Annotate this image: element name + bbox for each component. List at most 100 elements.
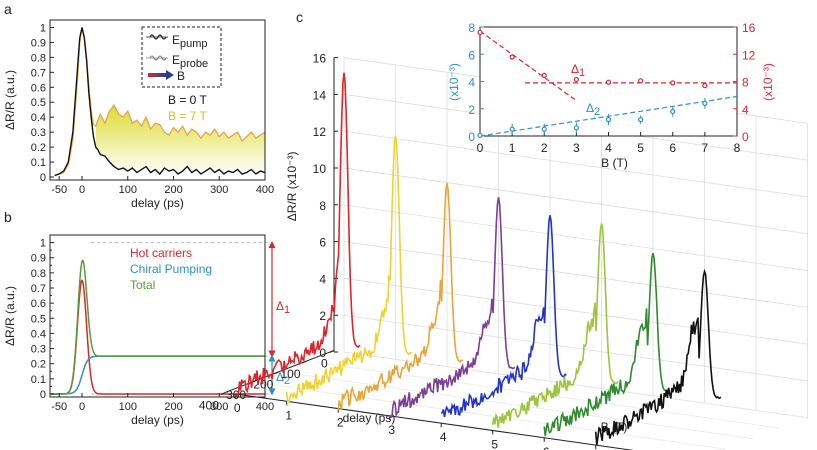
inset-x-tick-label: 6 bbox=[669, 141, 676, 155]
inset-delta2-label: Δ bbox=[586, 101, 594, 115]
delta2-label: Δ bbox=[276, 370, 284, 384]
waterfall-trace-b5 bbox=[491, 223, 619, 428]
b-arrow-icon bbox=[148, 73, 166, 77]
delta2-point bbox=[509, 126, 515, 132]
z-tick-label: 14 bbox=[313, 88, 327, 102]
x-tick-label: 400 bbox=[256, 184, 274, 196]
delta1-label: Δ bbox=[276, 299, 284, 313]
x-tick-label: 300 bbox=[210, 401, 228, 413]
y-axis-label: ΔR/R (a.u.) bbox=[3, 286, 17, 346]
b-tick-label: 2 bbox=[337, 416, 344, 430]
delta1-point bbox=[509, 54, 515, 60]
x-tick-label: 200 bbox=[164, 184, 182, 196]
y-tick-label: 0.6 bbox=[31, 82, 46, 94]
inset-x-tick-label: 1 bbox=[509, 141, 516, 155]
z-tick-label: 8 bbox=[319, 199, 326, 213]
b-arrow-label: B bbox=[177, 69, 185, 83]
delta2-point bbox=[670, 108, 676, 115]
line-series-b7-edge bbox=[95, 104, 266, 142]
y-tick-label: 0.1 bbox=[31, 157, 46, 169]
legend-b0: B = 0 T bbox=[168, 93, 207, 107]
delta1-point bbox=[573, 76, 579, 83]
grid-line bbox=[343, 278, 808, 345]
b-arrowhead-icon bbox=[166, 70, 174, 80]
y-tick-label: 0.4 bbox=[31, 328, 46, 340]
y-tick-label: 0.7 bbox=[31, 283, 46, 295]
y-tick-label: 0.3 bbox=[31, 344, 46, 356]
waterfall-trace-b1 bbox=[285, 135, 412, 404]
line-hot-carriers bbox=[50, 279, 265, 395]
z-axis-label: ΔR/R (x10⁻³) bbox=[285, 152, 299, 222]
y-tick-label: 0.9 bbox=[31, 37, 46, 49]
x-tick-label: -50 bbox=[51, 401, 67, 413]
probe-e-label: E bbox=[172, 53, 180, 67]
z-tick-label: 6 bbox=[319, 236, 326, 250]
grid-line bbox=[343, 314, 808, 382]
grid-line bbox=[343, 130, 808, 198]
waterfall-trace-b6 bbox=[543, 253, 670, 437]
legend-entry: Chiral Pumping bbox=[130, 262, 212, 276]
pump-e-label: E bbox=[172, 33, 180, 47]
waterfall-trace-b7 bbox=[594, 268, 722, 446]
panel-label-a: a bbox=[4, 1, 12, 17]
y-tick-label: 0 bbox=[40, 172, 46, 184]
inset-delta1-label: Δ bbox=[571, 62, 579, 76]
delta2-point bbox=[638, 117, 644, 123]
delta2-point bbox=[541, 126, 547, 132]
legend-entry: Total bbox=[130, 278, 155, 292]
inset-x-axis-label: B (T) bbox=[601, 156, 628, 170]
y-tick-label: 0.9 bbox=[31, 253, 46, 265]
legend-entry: Hot carriers bbox=[130, 246, 192, 260]
waterfall-trace-b0 bbox=[234, 72, 361, 398]
x-tick-label: 400 bbox=[256, 401, 274, 413]
inset-right-tick-label: 16 bbox=[742, 21, 756, 35]
delta1-point bbox=[477, 29, 483, 36]
b-tick-label: 0 bbox=[234, 401, 241, 415]
delta2-subscript: 2 bbox=[284, 375, 290, 387]
delta1-fit-line bbox=[479, 30, 577, 102]
y-tick-label: 0 bbox=[40, 389, 46, 401]
delay-tick bbox=[220, 392, 226, 395]
x-tick-label: 100 bbox=[119, 184, 137, 196]
inset-left-tick-label: 4 bbox=[468, 76, 475, 90]
inset-x-tick-label: 8 bbox=[734, 141, 741, 155]
y-tick-label: 0.6 bbox=[31, 298, 46, 310]
delta1-point bbox=[541, 72, 547, 78]
delay-axis-label: delay (ps) bbox=[343, 411, 396, 425]
inset-right-tick-label: 4 bbox=[742, 103, 749, 117]
panel-label-c: c bbox=[296, 9, 303, 25]
line-total bbox=[50, 259, 265, 395]
inset-left-axis-label: (x10⁻³) bbox=[447, 63, 461, 101]
delay-tick-label: 400 bbox=[199, 399, 219, 413]
waterfall-trace-b2 bbox=[337, 182, 464, 411]
inset-x-tick-label: 3 bbox=[573, 141, 580, 155]
y-tick-label: 0.8 bbox=[31, 52, 46, 64]
inset-left-tick-label: 0 bbox=[468, 130, 475, 144]
z-tick-label: 12 bbox=[313, 125, 327, 139]
plot-frame bbox=[49, 234, 266, 398]
x-tick-label: 0 bbox=[79, 401, 85, 413]
pump-subscript: pump bbox=[180, 38, 208, 50]
delay-tick-label: 0 bbox=[321, 357, 328, 371]
x-tick-label: 100 bbox=[119, 401, 137, 413]
floor-grid-line bbox=[262, 383, 726, 450]
inset-right-tick-label: 0 bbox=[742, 130, 749, 144]
delta1-point bbox=[670, 80, 676, 86]
delay-tick-label: 100 bbox=[280, 367, 300, 381]
y-tick-label: 0.8 bbox=[31, 268, 46, 280]
y-tick-label: 0.2 bbox=[31, 142, 46, 154]
inset-delta2-subscript: 2 bbox=[594, 106, 600, 118]
legend-b7: B = 7 T bbox=[168, 109, 207, 123]
panel-b: 0 0.1 0.2 0.3 0.4 0.5 0.6 0.7 0.8 0.9 1 -50 0 100 200 3… bbox=[3, 234, 290, 427]
line-series-b0 bbox=[54, 27, 266, 177]
x-tick-label: 200 bbox=[164, 401, 182, 413]
y-tick-label: 0.1 bbox=[31, 374, 46, 386]
b-axis bbox=[235, 393, 634, 450]
grid-line bbox=[343, 204, 808, 271]
inset-left-tick-label: 2 bbox=[468, 103, 475, 117]
delay-tick bbox=[329, 350, 334, 353]
inset-right-axis-label: (x10⁻³) bbox=[761, 63, 775, 101]
probe-subscript: probe bbox=[180, 58, 208, 70]
b-tick-label: 1 bbox=[285, 408, 292, 422]
